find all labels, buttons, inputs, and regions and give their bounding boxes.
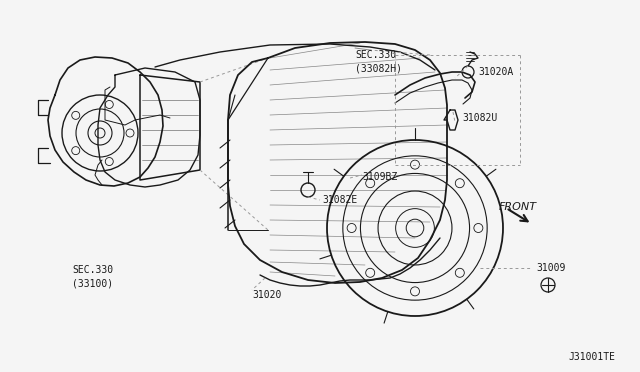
Text: SEC.330
(33082H): SEC.330 (33082H) <box>355 50 402 73</box>
Text: 31009: 31009 <box>536 263 565 273</box>
Text: 31082U: 31082U <box>462 113 497 123</box>
Text: 3109BZ: 3109BZ <box>362 172 397 182</box>
Text: FRONT: FRONT <box>499 202 537 212</box>
Text: 31082E: 31082E <box>322 195 357 205</box>
Text: 31020A: 31020A <box>478 67 513 77</box>
Text: J31001TE: J31001TE <box>568 352 615 362</box>
Text: 31020: 31020 <box>252 290 282 300</box>
Text: SEC.330
(33100): SEC.330 (33100) <box>72 265 113 288</box>
